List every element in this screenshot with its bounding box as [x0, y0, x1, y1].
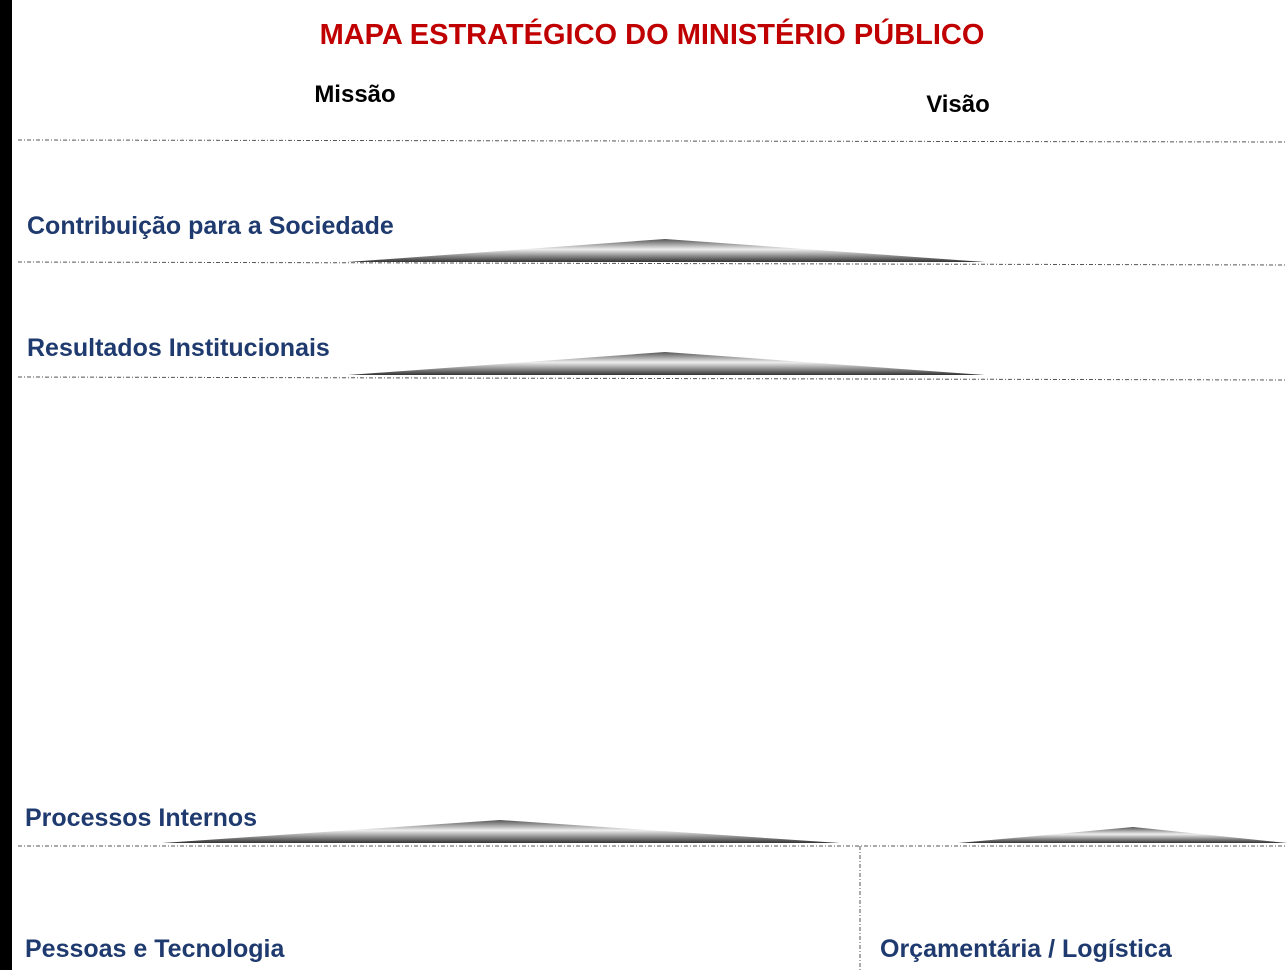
perspective-label: Pessoas e Tecnologia [25, 935, 285, 963]
arrow-shape [348, 352, 985, 375]
perspective-label: Resultados Institucionais [27, 334, 330, 362]
arrow-shape [162, 820, 840, 843]
divider [17, 261, 1287, 266]
left-border [0, 0, 12, 970]
perspective-label: Orçamentária / Logística [880, 935, 1173, 963]
perspective-label: Processos Internos [25, 804, 257, 832]
vision: Visão [926, 91, 990, 118]
perspective-label: Contribuição para a Sociedade [27, 212, 394, 240]
arrow-shape [958, 827, 1287, 843]
mission: Missão [314, 81, 395, 108]
arrow-shape [348, 239, 985, 262]
divider [17, 376, 1287, 381]
divider [17, 139, 1287, 143]
title: MAPA ESTRATÉGICO DO MINISTÉRIO PÚBLICO [320, 17, 985, 51]
